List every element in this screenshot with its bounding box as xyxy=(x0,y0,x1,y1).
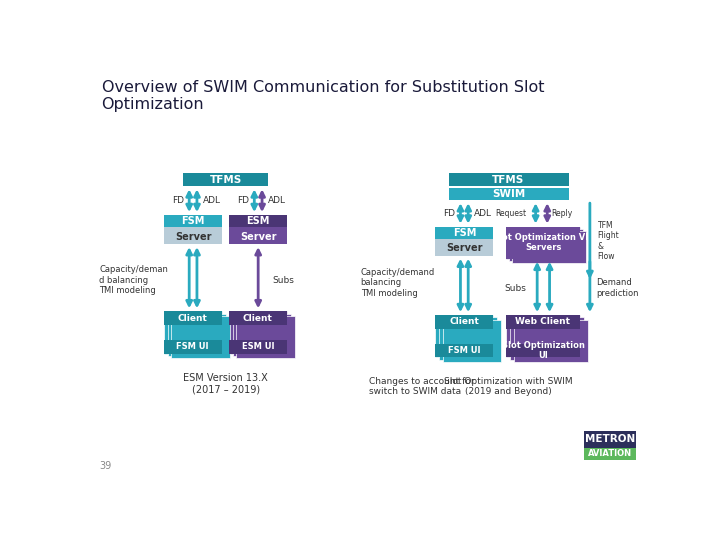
Text: ESM UI: ESM UI xyxy=(241,342,274,351)
FancyBboxPatch shape xyxy=(435,315,493,329)
FancyBboxPatch shape xyxy=(509,229,583,261)
FancyBboxPatch shape xyxy=(229,311,287,325)
Text: ESM Version 13.X
(2017 – 2019): ESM Version 13.X (2017 – 2019) xyxy=(184,373,268,394)
Text: Client: Client xyxy=(178,314,207,322)
Text: FD: FD xyxy=(172,196,184,205)
Text: AVIATION: AVIATION xyxy=(588,449,632,458)
Text: Server: Server xyxy=(446,243,482,253)
Text: Slot Optimization with SWIM
(2019 and Beyond): Slot Optimization with SWIM (2019 and Be… xyxy=(444,377,573,396)
Text: Optimization: Optimization xyxy=(102,97,204,112)
FancyBboxPatch shape xyxy=(229,311,287,354)
Text: 39: 39 xyxy=(99,461,112,471)
FancyBboxPatch shape xyxy=(233,314,291,356)
Text: Capacity/deman
d balancing
TMI modeling: Capacity/deman d balancing TMI modeling xyxy=(99,266,168,295)
FancyBboxPatch shape xyxy=(513,231,586,264)
Text: Demand
prediction: Demand prediction xyxy=(596,279,639,298)
Text: Web Client: Web Client xyxy=(516,318,570,327)
FancyBboxPatch shape xyxy=(506,315,580,357)
Text: Slot Optimization
UI: Slot Optimization UI xyxy=(502,341,585,360)
FancyBboxPatch shape xyxy=(443,320,500,362)
FancyBboxPatch shape xyxy=(510,318,584,360)
Text: TFM
Flight
&
Flow: TFM Flight & Flow xyxy=(598,221,619,261)
Text: SWIM: SWIM xyxy=(492,189,525,199)
FancyBboxPatch shape xyxy=(163,215,222,227)
Text: Reply: Reply xyxy=(551,209,572,218)
Text: Request: Request xyxy=(495,209,526,218)
FancyBboxPatch shape xyxy=(514,320,588,362)
FancyBboxPatch shape xyxy=(229,215,287,227)
FancyBboxPatch shape xyxy=(584,448,636,460)
FancyBboxPatch shape xyxy=(168,314,225,356)
Text: TFMS: TFMS xyxy=(210,174,242,185)
FancyBboxPatch shape xyxy=(449,173,569,186)
FancyBboxPatch shape xyxy=(163,311,222,354)
FancyBboxPatch shape xyxy=(506,226,580,259)
Text: FD: FD xyxy=(443,209,455,218)
Text: ESM: ESM xyxy=(246,216,270,226)
FancyBboxPatch shape xyxy=(435,226,493,256)
Text: FSM UI: FSM UI xyxy=(176,342,209,351)
FancyBboxPatch shape xyxy=(506,226,580,259)
Text: Client: Client xyxy=(449,318,479,327)
Text: Server: Server xyxy=(175,232,212,241)
Text: Capacity/demand
balancing
TMI modeling: Capacity/demand balancing TMI modeling xyxy=(361,268,435,298)
FancyBboxPatch shape xyxy=(229,340,287,354)
FancyBboxPatch shape xyxy=(163,215,222,244)
Text: ADL: ADL xyxy=(269,196,287,205)
FancyBboxPatch shape xyxy=(163,311,222,325)
Text: ADL: ADL xyxy=(474,209,492,218)
Text: FSM: FSM xyxy=(453,228,476,238)
FancyBboxPatch shape xyxy=(236,316,294,358)
FancyBboxPatch shape xyxy=(435,343,493,357)
FancyBboxPatch shape xyxy=(163,340,222,354)
Text: FD: FD xyxy=(237,196,249,205)
Text: Client: Client xyxy=(243,314,273,322)
Text: FSM UI: FSM UI xyxy=(448,346,480,355)
FancyBboxPatch shape xyxy=(183,173,269,186)
Text: FSM: FSM xyxy=(181,216,204,226)
Text: Server: Server xyxy=(240,232,276,241)
FancyBboxPatch shape xyxy=(449,188,569,200)
Text: Changes to account for
switch to SWIM data: Changes to account for switch to SWIM da… xyxy=(369,377,474,396)
Text: TFMS: TFMS xyxy=(492,174,525,185)
FancyBboxPatch shape xyxy=(171,316,230,358)
FancyBboxPatch shape xyxy=(438,318,497,360)
Text: ADL: ADL xyxy=(203,196,221,205)
FancyBboxPatch shape xyxy=(229,215,287,244)
FancyBboxPatch shape xyxy=(435,226,493,239)
FancyBboxPatch shape xyxy=(506,343,580,357)
FancyBboxPatch shape xyxy=(506,315,580,329)
Text: Subs: Subs xyxy=(505,284,526,293)
FancyBboxPatch shape xyxy=(435,315,493,357)
Text: METRON: METRON xyxy=(585,434,635,444)
Text: Overview of SWIM Communication for Substitution Slot: Overview of SWIM Communication for Subst… xyxy=(102,80,544,95)
Text: Subs: Subs xyxy=(272,276,294,285)
Text: Slot Optimization VM
Servers: Slot Optimization VM Servers xyxy=(493,233,593,252)
FancyBboxPatch shape xyxy=(584,430,636,448)
